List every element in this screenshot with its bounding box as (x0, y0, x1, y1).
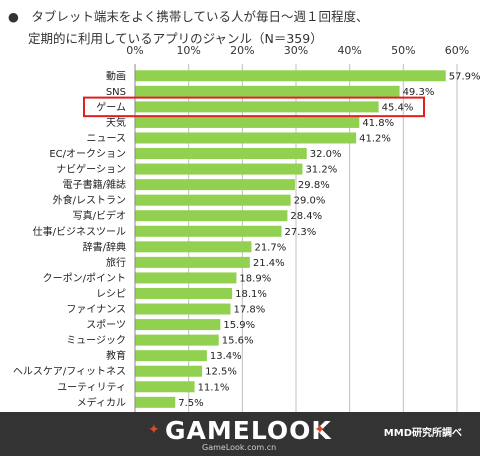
footer-banner: ✦ GAMELOOK ✦ GameLook.com.cn MMD研究所調べ (0, 412, 480, 456)
bar (135, 319, 221, 331)
bar (135, 241, 252, 253)
category-label: ナビゲーション (56, 164, 126, 176)
star-icon: ✦ (314, 422, 326, 438)
value-label: 18.9% (239, 273, 271, 284)
value-label: 11.1% (198, 382, 230, 393)
x-tick-label: 10% (176, 44, 200, 57)
value-label: 45.4% (382, 102, 414, 113)
value-label: 41.8% (362, 118, 394, 129)
logo-subtitle: GameLook.com.cn (202, 443, 277, 452)
category-label: 動画 (106, 69, 126, 82)
source-credit: MMD研究所調べ (383, 428, 462, 439)
value-label: 12.5% (205, 367, 237, 378)
category-label: 辞書/辞典 (83, 240, 126, 253)
category-label: 電子書籍/雑誌 (63, 178, 126, 191)
value-label: 29.8% (298, 180, 330, 191)
category-label: ミュージック (66, 335, 126, 347)
category-label: ヘルスケア/フィットネス (13, 366, 126, 378)
bar (135, 70, 446, 82)
value-label: 18.1% (235, 289, 267, 300)
bar (135, 365, 203, 377)
bar-chart: 0% 10% 20% 30% 40% 50% 60% 動画 57.9% SNS 49.3% ゲーム 45… (13, 44, 480, 412)
category-label: SNS (106, 87, 126, 98)
x-tick-label: 50% (391, 44, 415, 57)
gamelook-logo: GAMELOOK (165, 416, 332, 445)
category-label: 天気 (106, 116, 126, 129)
chart-title-line2: 定期的に利用しているアプリのジャンル（N＝359） (28, 31, 323, 46)
bar (135, 303, 231, 315)
value-label: 28.4% (290, 211, 322, 222)
value-label: 41.2% (359, 133, 391, 144)
value-label: 21.7% (254, 242, 286, 253)
category-label: 仕事/ビジネスツール (33, 225, 126, 238)
bar (135, 350, 207, 362)
category-label: レシピ (96, 288, 126, 300)
value-label: 21.4% (253, 258, 285, 269)
value-label: 15.9% (223, 320, 255, 331)
value-label: 32.0% (310, 149, 342, 160)
chart-title-line1: ● タブレット端末をよく携帯している人が毎日～週１回程度、 (8, 9, 369, 24)
category-label: 外食/レストラン (53, 194, 126, 207)
category-label: メディカル (77, 396, 126, 409)
bar (135, 148, 307, 160)
value-label: 15.6% (222, 336, 254, 347)
bar (135, 101, 379, 113)
category-label: クーポン/ポイント (43, 272, 126, 284)
bar (135, 132, 357, 144)
value-label: 7.5% (178, 398, 203, 409)
bar (135, 381, 195, 393)
bar (135, 163, 303, 175)
bar (135, 256, 250, 268)
value-label: 27.3% (285, 227, 317, 238)
bar (135, 194, 291, 206)
category-label: ファイナンス (66, 304, 126, 316)
bar (135, 396, 176, 408)
bar (135, 272, 237, 284)
category-label: 教育 (106, 349, 126, 362)
value-label: 49.3% (403, 87, 435, 98)
bar (135, 210, 288, 222)
bar (135, 179, 295, 191)
bar (135, 287, 233, 299)
category-label: ニュース (87, 133, 127, 144)
value-label: 13.4% (210, 351, 242, 362)
x-tick-label: 20% (230, 44, 254, 57)
value-label: 17.8% (234, 305, 266, 316)
x-tick-label: 0% (126, 44, 143, 57)
value-label: 57.9% (449, 71, 480, 82)
value-label: 29.0% (294, 196, 326, 207)
highlight-box (83, 96, 425, 118)
category-label: 写真/ビデオ (73, 209, 126, 222)
bar (135, 225, 282, 237)
bar (135, 85, 400, 97)
x-tick-label: 40% (337, 44, 361, 57)
x-tick-label: 60% (445, 44, 469, 57)
category-label: ゲーム (96, 101, 126, 113)
category-label: スポーツ (86, 319, 126, 331)
bar (135, 116, 360, 128)
category-label: 旅行 (106, 256, 126, 269)
x-tick-label: 30% (284, 44, 308, 57)
category-label: ユーティリティ (57, 382, 126, 393)
star-icon: ✦ (148, 422, 160, 438)
category-label: EC/オークション (49, 148, 126, 160)
bar (135, 334, 219, 346)
value-label: 31.2% (305, 165, 337, 176)
